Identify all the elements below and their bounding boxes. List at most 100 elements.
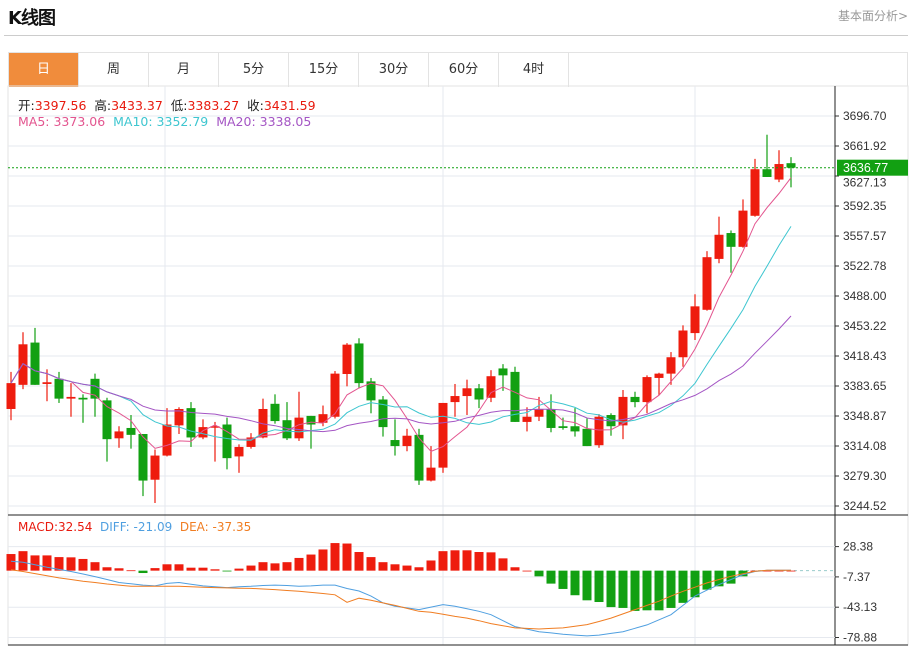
candle-up [690, 294, 700, 340]
candle-body [210, 426, 220, 428]
candle-body [582, 428, 592, 447]
candle-down [546, 394, 556, 433]
candle-up [162, 408, 172, 457]
macd-bar-positive [78, 558, 88, 571]
period-tabs: 日 周 月 5分 15分 30分 60分 4时 [8, 52, 908, 87]
candle-up [774, 150, 784, 183]
candle-up [486, 370, 496, 403]
tab-week[interactable]: 周 [79, 53, 149, 87]
macd-bar-positive [198, 567, 208, 571]
candle-body [42, 382, 52, 384]
candle-down [630, 391, 640, 408]
candle-body [186, 408, 196, 438]
price-tick-label: 3661.92 [843, 139, 887, 153]
candle-body [246, 437, 256, 447]
candle-down [78, 394, 88, 423]
macd-bar-negative [618, 570, 628, 608]
candle-body [750, 169, 760, 216]
candle-body [126, 427, 136, 435]
candle-down [762, 134, 772, 177]
candle-up [234, 444, 244, 473]
macd-bar-positive [402, 565, 412, 571]
tab-15min[interactable]: 15分 [289, 53, 359, 87]
candle-body [642, 377, 652, 403]
candle-down [510, 366, 520, 422]
candle-up [450, 383, 460, 417]
candle-body [270, 403, 280, 422]
candle-up [402, 428, 412, 452]
diff-value: DIFF: -21.09 [100, 520, 173, 534]
candle-up [714, 216, 724, 264]
candle-body [426, 467, 436, 481]
candle-body [630, 396, 640, 403]
candle-body [702, 257, 712, 310]
dea-line [10, 569, 791, 630]
macd-bar-positive [366, 557, 376, 571]
tab-month[interactable]: 月 [149, 53, 219, 87]
macd-bar-negative [654, 570, 664, 611]
macd-bar-negative [546, 570, 556, 584]
candle-up [246, 433, 256, 449]
candle-body [234, 446, 244, 457]
candle-body [438, 402, 448, 468]
candle-body [510, 371, 520, 422]
macd-bar-negative [678, 570, 688, 603]
candle-up [678, 325, 688, 367]
last-price-badge [837, 159, 908, 176]
candle-down [498, 364, 508, 391]
candle-body [306, 415, 316, 425]
macd-bar-positive [162, 564, 172, 571]
candle-up [294, 391, 304, 441]
candle-body [150, 455, 160, 480]
macd-bar-positive [90, 562, 100, 571]
candle-up [330, 371, 340, 419]
tab-60min[interactable]: 60分 [429, 53, 499, 87]
macd-bar-positive [522, 570, 532, 572]
price-tick-label: 3453.22 [843, 319, 887, 333]
candle-up [258, 398, 268, 439]
candle-down [558, 417, 568, 430]
macd-bar-positive [774, 570, 784, 572]
candle-up [642, 375, 652, 414]
price-tick-label: 3696.70 [843, 109, 887, 123]
macd-bar-positive [450, 550, 460, 571]
candle-body [390, 440, 400, 447]
candle-down [366, 377, 376, 414]
tab-4hour[interactable]: 4时 [499, 53, 569, 87]
macd-bar-positive [42, 555, 52, 571]
macd-bar-positive [294, 557, 304, 571]
candle-down [474, 383, 484, 409]
tab-5min[interactable]: 5分 [219, 53, 289, 87]
candle-up [150, 449, 160, 503]
macd-bar-positive [18, 551, 28, 571]
candle-body [690, 306, 700, 334]
macd-bar-negative [714, 570, 724, 587]
tab-day[interactable]: 日 [9, 53, 79, 87]
macd-tick-label: -7.37 [843, 570, 871, 584]
candle-body [366, 381, 376, 401]
ma10-line [10, 226, 792, 441]
candle-body [534, 408, 544, 417]
candle-up [738, 199, 748, 248]
candle-body [258, 408, 268, 438]
page-title: K线图 [8, 8, 56, 29]
candle-body [738, 210, 748, 247]
fundamental-analysis-link[interactable]: 基本面分析> [837, 9, 908, 23]
macd-bar-positive [234, 568, 244, 571]
macd-bar-positive [786, 570, 796, 572]
close-label: 收: [247, 98, 264, 113]
candle-down [54, 371, 64, 403]
candle-up [42, 369, 52, 402]
candle-down [354, 338, 364, 389]
macd-bar-positive [474, 552, 484, 571]
high-value: 3433.37 [111, 98, 163, 113]
candle-down [378, 396, 388, 437]
price-tick-label: 3418.43 [843, 349, 887, 363]
candle-body [774, 164, 784, 180]
candle-body [66, 396, 76, 399]
candle-down [222, 417, 232, 470]
macd-bar-negative [534, 570, 544, 577]
candle-down [270, 394, 280, 424]
tab-30min[interactable]: 30分 [359, 53, 429, 87]
